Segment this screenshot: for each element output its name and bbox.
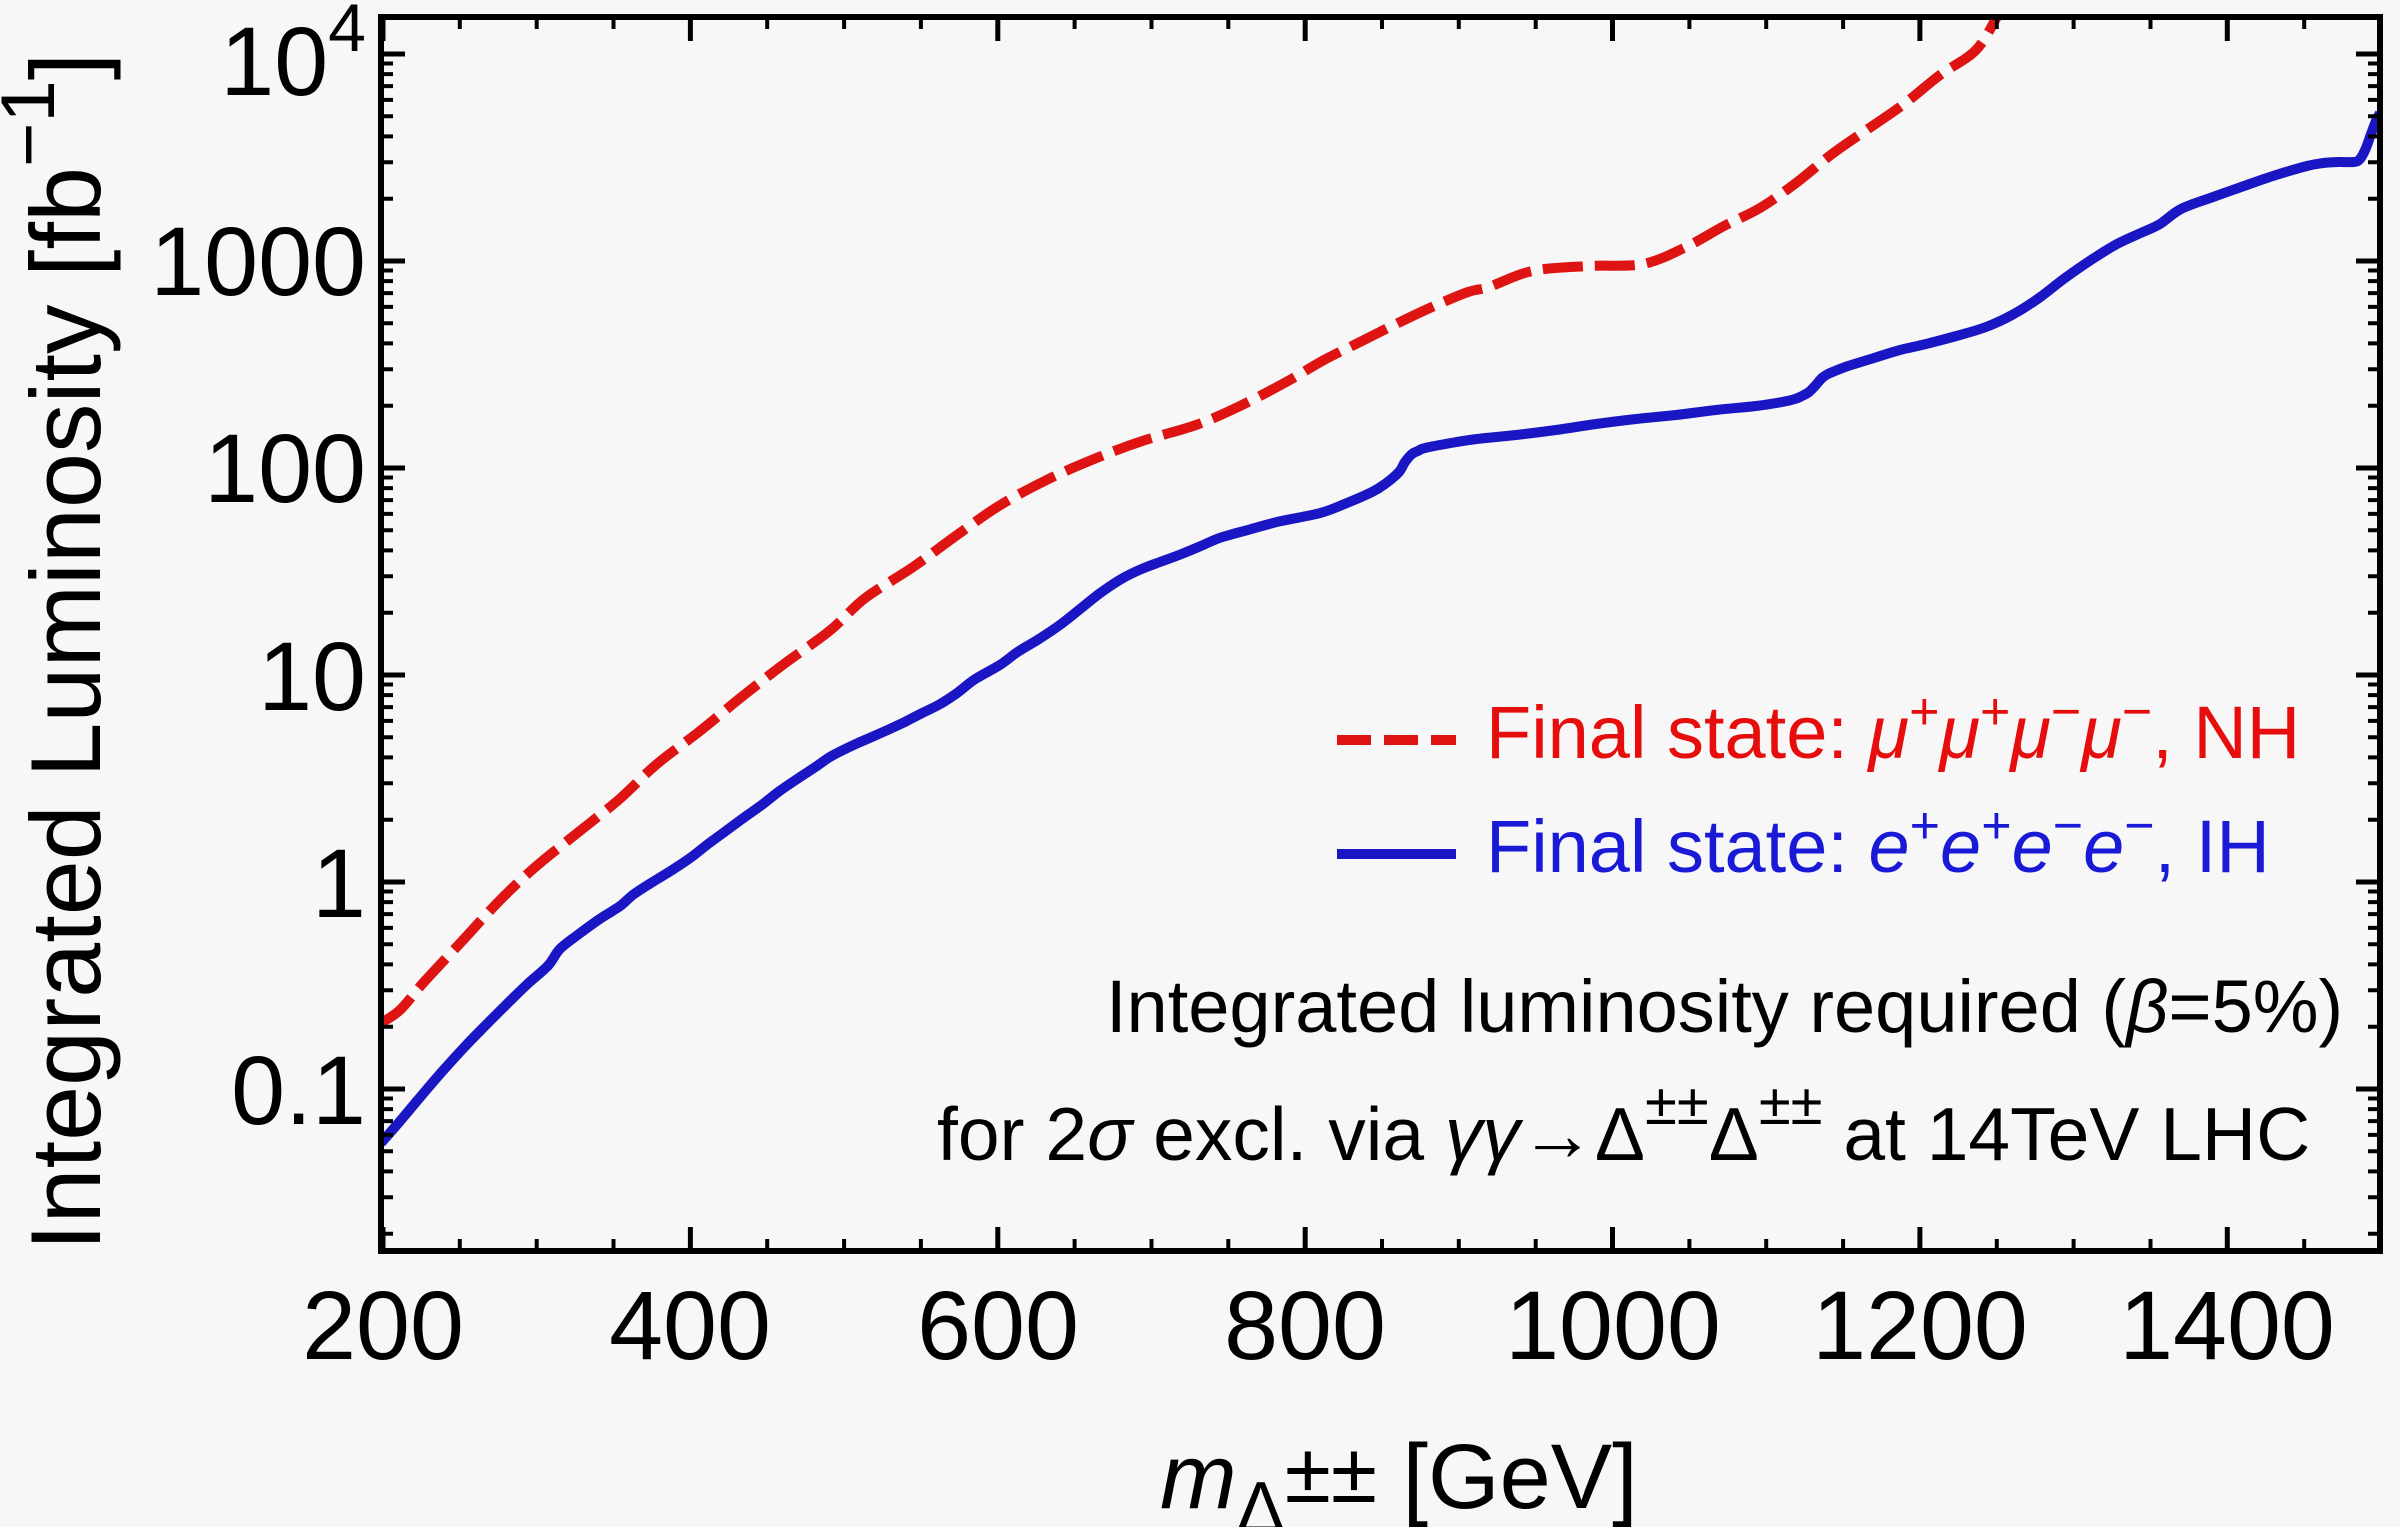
svg-text:600: 600 [917,1271,1079,1380]
svg-text:400: 400 [609,1271,771,1380]
svg-text:0.1: 0.1 [231,1036,366,1145]
svg-text:1000: 1000 [150,207,366,316]
svg-text:Integrated Luminosity [fb−1]: Integrated Luminosity [fb−1] [0,53,121,1251]
svg-text:mΔ±± [GeV]: mΔ±± [GeV] [1160,1426,1638,1527]
svg-text:1400: 1400 [2119,1271,2335,1380]
svg-text:1200: 1200 [1812,1271,2028,1380]
svg-text:200: 200 [302,1271,464,1380]
svg-text:1000: 1000 [1505,1271,1721,1380]
svg-text:1: 1 [312,829,366,938]
svg-text:800: 800 [1224,1271,1386,1380]
svg-text:Final state: μ+μ+μ−μ−, NH: Final state: μ+μ+μ−μ−, NH [1486,683,2300,774]
svg-text:100: 100 [204,414,366,523]
svg-text:10: 10 [258,622,366,731]
svg-text:for 2σ excl. via γγ→Δ±±Δ±± at: for 2σ excl. via γγ→Δ±±Δ±± at 14TeV LHC [937,1072,2310,1176]
svg-text:Integrated luminosity required: Integrated luminosity required (β=5%) [1106,965,2343,1048]
svg-text:104: 104 [220,0,366,116]
